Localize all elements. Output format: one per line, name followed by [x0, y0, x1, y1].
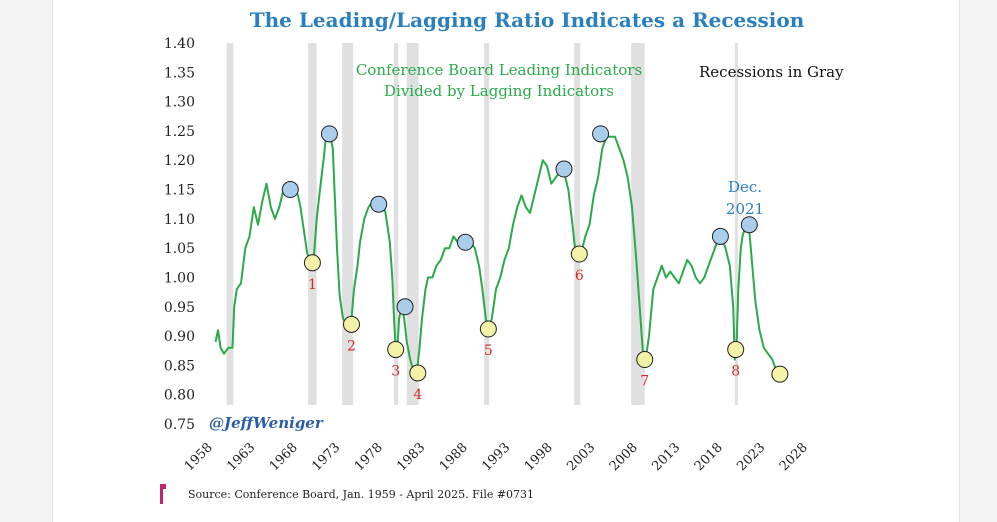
y-tick-label: 1.20 — [164, 153, 195, 169]
x-tick-label: 2028 — [777, 440, 811, 474]
y-tick-label: 1.30 — [164, 95, 195, 111]
flag-icon — [160, 484, 163, 504]
x-tick-label: 2023 — [734, 440, 768, 474]
y-tick-label: 0.90 — [164, 329, 195, 345]
x-tick-label: 1978 — [352, 440, 386, 474]
peak-marker — [740, 216, 758, 234]
trough-marker — [479, 320, 497, 338]
peak-marker — [320, 125, 338, 143]
recession-band-1 — [226, 43, 234, 405]
trough-marker — [636, 351, 654, 369]
peak-marker — [396, 298, 414, 316]
y-tick-label: 0.95 — [164, 300, 195, 316]
subtitle-line-1: Conference Board Leading Indicators — [356, 61, 642, 79]
trough-number-label: 4 — [413, 387, 422, 403]
recession-band-8 — [631, 43, 645, 405]
y-tick-label: 1.35 — [164, 65, 195, 81]
x-tick-label: 1993 — [479, 440, 513, 474]
y-tick-label: 1.25 — [164, 124, 195, 140]
y-tick-label: 1.00 — [164, 270, 195, 286]
trough-number-label: 2 — [347, 338, 356, 354]
recession-band-5 — [406, 43, 419, 405]
line-chart: 0.75 0.80 0.85 0.90 0.95 1.00 1.05 1.10 1.15 1.20… — [160, 8, 844, 504]
trough-number-label: 8 — [731, 364, 740, 380]
trough-marker — [387, 341, 405, 359]
peak-marker — [711, 227, 729, 245]
y-axis-ticks: 0.75 0.80 0.85 0.90 0.95 1.00 1.05 1.10 1.15 1.20… — [164, 36, 195, 433]
trough-marker — [343, 315, 360, 333]
recession-bands — [226, 43, 738, 405]
x-tick-label: 1968 — [267, 440, 301, 474]
x-tick-label: 2008 — [607, 440, 641, 474]
recession-band-3 — [342, 43, 354, 405]
x-tick-label: 1963 — [224, 440, 258, 474]
x-tick-label: 2013 — [649, 440, 683, 474]
source-note: Source: Conference Board, Jan. 1959 - Ap… — [188, 488, 534, 501]
x-axis-ticks: 1958 1963 1968 1973 1978 1983 1988 1993 1998 2003… — [182, 440, 811, 474]
trough-marker — [409, 364, 427, 382]
recession-band-4 — [394, 43, 399, 405]
trough-number-label: 5 — [484, 343, 493, 359]
peak-marker — [592, 125, 610, 143]
y-tick-label: 1.10 — [164, 212, 195, 228]
recession-note: Recessions in Gray — [699, 63, 844, 81]
flag-icon-tip — [160, 484, 166, 489]
recession-band-2 — [308, 43, 317, 405]
recession-band-6 — [484, 43, 490, 405]
peak-marker — [555, 160, 573, 178]
x-tick-label: 1988 — [437, 440, 471, 474]
y-tick-label: 1.05 — [164, 241, 195, 257]
trough-number-label: 3 — [391, 364, 400, 380]
subtitle-line-2: Divided by Lagging Indicators — [384, 82, 614, 100]
trough-marker — [303, 254, 321, 272]
y-tick-label: 0.85 — [164, 358, 195, 374]
recession-band-7 — [574, 43, 581, 405]
year-label: 2021 — [726, 200, 764, 218]
series-layer — [214, 129, 780, 378]
trough-marker — [771, 365, 789, 383]
peak-marker — [281, 181, 299, 199]
x-tick-label: 1958 — [182, 440, 216, 474]
y-tick-label: 0.80 — [164, 388, 195, 404]
x-tick-label: 1983 — [394, 440, 428, 474]
trough-marker — [727, 341, 745, 359]
trough-number-label: 1 — [308, 277, 317, 293]
y-tick-label: 1.15 — [164, 183, 195, 199]
trough-number-label: 6 — [575, 268, 584, 284]
x-tick-label: 2003 — [564, 440, 598, 474]
ratio-series-line — [214, 129, 780, 378]
author-handle: @JeffWeniger — [209, 414, 324, 432]
x-tick-label: 1998 — [522, 440, 556, 474]
x-tick-label: 1973 — [309, 440, 343, 474]
peak-marker — [370, 195, 388, 213]
x-tick-label: 2018 — [692, 440, 726, 474]
chart-card: 0.75 0.80 0.85 0.90 0.95 1.00 1.05 1.10 1.15 1.20… — [52, 0, 960, 522]
y-tick-label: 1.40 — [164, 36, 195, 52]
dec-label: Dec. — [728, 178, 762, 196]
marker-layer: 1 2 34 5 6 7 8 — [281, 125, 789, 403]
chart-title: The Leading/Lagging Ratio Indicates a Re… — [250, 8, 805, 32]
trough-number-label: 7 — [640, 374, 649, 390]
trough-marker — [570, 245, 588, 263]
recession-band-9 — [734, 43, 738, 405]
peak-marker — [456, 233, 474, 251]
y-tick-label: 0.75 — [164, 417, 195, 433]
